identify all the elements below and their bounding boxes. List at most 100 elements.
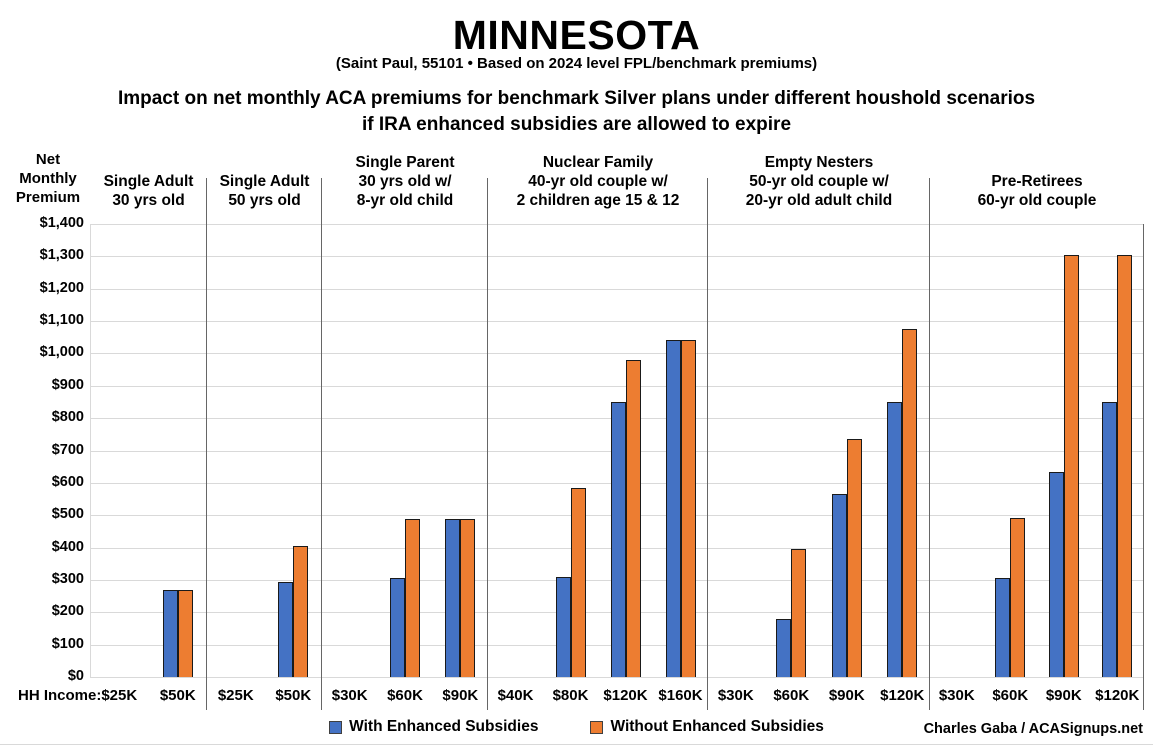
bar-without-enhanced-subsidies [791, 549, 807, 677]
income-label: $30K [938, 687, 975, 704]
group-divider [206, 178, 207, 710]
credit: Charles Gaba / ACASignups.net [923, 721, 1143, 737]
bar-without-enhanced-subsidies [177, 589, 193, 677]
income-label: $120K [880, 687, 925, 704]
chart-description-line1: Impact on net monthly ACA premiums for b… [117, 88, 1036, 109]
income-label: $160K [658, 687, 703, 704]
income-label: $25K [217, 687, 254, 704]
group-header-line: 8-yr old child [356, 192, 454, 209]
bar-without-enhanced-subsidies [570, 487, 586, 677]
bar-with-enhanced-subsidies [1048, 471, 1064, 677]
bar-with-enhanced-subsidies [610, 401, 626, 677]
legend: With Enhanced Subsidies Without Enhanced… [0, 718, 1153, 736]
income-label: $90K [442, 687, 479, 704]
income-label: $60K [773, 687, 810, 704]
group-header: Single Adult 30 yrs old [90, 148, 207, 210]
chart-description: Impact on net monthly ACA premiums for b… [0, 86, 1153, 138]
group-header-line: Single Parent [355, 154, 455, 171]
bar-with-enhanced-subsidies [445, 519, 461, 677]
group-header-line: 50 yrs old [228, 192, 301, 209]
y-tick-label: $300 [51, 570, 84, 587]
group-header-line: 50-yr old couple w/ [749, 173, 889, 190]
income-label: $30K [717, 687, 754, 704]
group-header-line: 60-yr old couple [977, 192, 1097, 209]
y-tick-label: $500 [51, 506, 84, 523]
plot-left-border [90, 224, 91, 677]
group-divider [321, 178, 322, 710]
bar-without-enhanced-subsidies [460, 519, 476, 677]
group-header-line: 40-yr old couple w/ [528, 173, 668, 190]
bar-without-enhanced-subsidies [405, 519, 420, 677]
bar-without-enhanced-subsidies [902, 329, 918, 677]
gridline [90, 353, 1144, 355]
y-tick-label: $900 [51, 376, 84, 393]
income-label: $90K [1045, 687, 1082, 704]
group-header-line: 30 yrs old w/ [358, 173, 452, 190]
y-tick-label: $1,300 [39, 247, 84, 264]
y-tick-label: $800 [51, 409, 84, 426]
bar-without-enhanced-subsidies [1010, 518, 1026, 677]
y-tick-label: $1,100 [39, 312, 84, 329]
y-tick-label: $0 [67, 668, 84, 684]
bar-with-enhanced-subsidies [665, 340, 681, 677]
y-tick-label: $600 [51, 473, 84, 490]
group-header-line: 30 yrs old [112, 192, 185, 209]
chart-title: MINNESOTA [452, 12, 701, 58]
group-header-line: Single Adult [219, 173, 310, 190]
y-tick-label: $1,000 [39, 344, 84, 361]
y-axis-title: Net Monthly Premium [15, 151, 81, 206]
group-header: Pre-Retirees 60-yr old couple [930, 148, 1144, 210]
bar-with-enhanced-subsidies [887, 401, 903, 677]
with-enhanced-subsidies-swatch-icon [329, 720, 343, 734]
group-header-line: Empty Nesters [764, 154, 874, 171]
income-label: $120K [1095, 687, 1140, 704]
bar-without-enhanced-subsidies [680, 340, 696, 677]
income-label: $60K [387, 687, 423, 704]
bar-with-enhanced-subsidies [1102, 401, 1118, 677]
group-header: Empty Nesters 50-yr old couple w/20-yr ol… [708, 148, 930, 210]
bar-without-enhanced-subsidies [846, 439, 862, 677]
y-tick-label: $200 [51, 603, 84, 620]
group-header: Single Parent 30 yrs old w/8-yr old child [322, 148, 488, 210]
x-axis-title: HH Income: [18, 687, 102, 704]
bar-with-enhanced-subsidies [278, 581, 294, 677]
y-tick-label: $100 [51, 635, 84, 652]
income-label: $30K [331, 687, 368, 704]
income-label: $40K [497, 687, 534, 704]
gridline [90, 385, 1144, 387]
chart-subtitle: (Saint Paul, 55101 • Based on 2024 level… [335, 55, 818, 72]
y-tick-label: $1,400 [39, 215, 84, 231]
group-header-line: 20-yr old adult child [745, 192, 893, 209]
group-divider [929, 178, 930, 710]
y-tick-label: $1,200 [39, 279, 84, 296]
income-label: $50K [275, 687, 312, 704]
bar-without-enhanced-subsidies [1117, 254, 1133, 677]
income-label: $90K [828, 687, 865, 704]
bar-with-enhanced-subsidies [555, 576, 571, 677]
bar-with-enhanced-subsidies [390, 578, 405, 677]
bar-without-enhanced-subsidies [625, 359, 641, 677]
income-label: $80K [552, 687, 589, 704]
chart-description-line2: if IRA enhanced subsidies are allowed to… [361, 114, 792, 135]
group-header: Single Adult 50 yrs old [207, 148, 322, 210]
income-label: $120K [603, 687, 648, 704]
y-tick-label: $700 [51, 441, 84, 458]
group-header: Nuclear Family 40-yr old couple w/2 child… [488, 148, 708, 210]
gridline [90, 677, 1144, 678]
group-divider [487, 178, 488, 710]
bar-with-enhanced-subsidies [995, 578, 1011, 677]
y-tick-label: $400 [51, 538, 84, 555]
income-label: $25K [101, 687, 138, 704]
group-header-line: Pre-Retirees [991, 173, 1083, 190]
gridline [90, 288, 1144, 290]
legend-item-without-enhanced-subsidies: Without Enhanced Subsidies [590, 718, 824, 736]
gridline [90, 224, 1144, 225]
bar-without-enhanced-subsidies [293, 545, 309, 677]
group-header-line: Nuclear Family [542, 154, 654, 171]
plot-right-border [1143, 224, 1144, 710]
bar-without-enhanced-subsidies [1063, 254, 1079, 677]
legend-label-without-enhanced-subsidies: Without Enhanced Subsidies [610, 718, 824, 735]
group-header-line: Single Adult [103, 173, 194, 190]
bar-with-enhanced-subsidies [831, 494, 847, 677]
